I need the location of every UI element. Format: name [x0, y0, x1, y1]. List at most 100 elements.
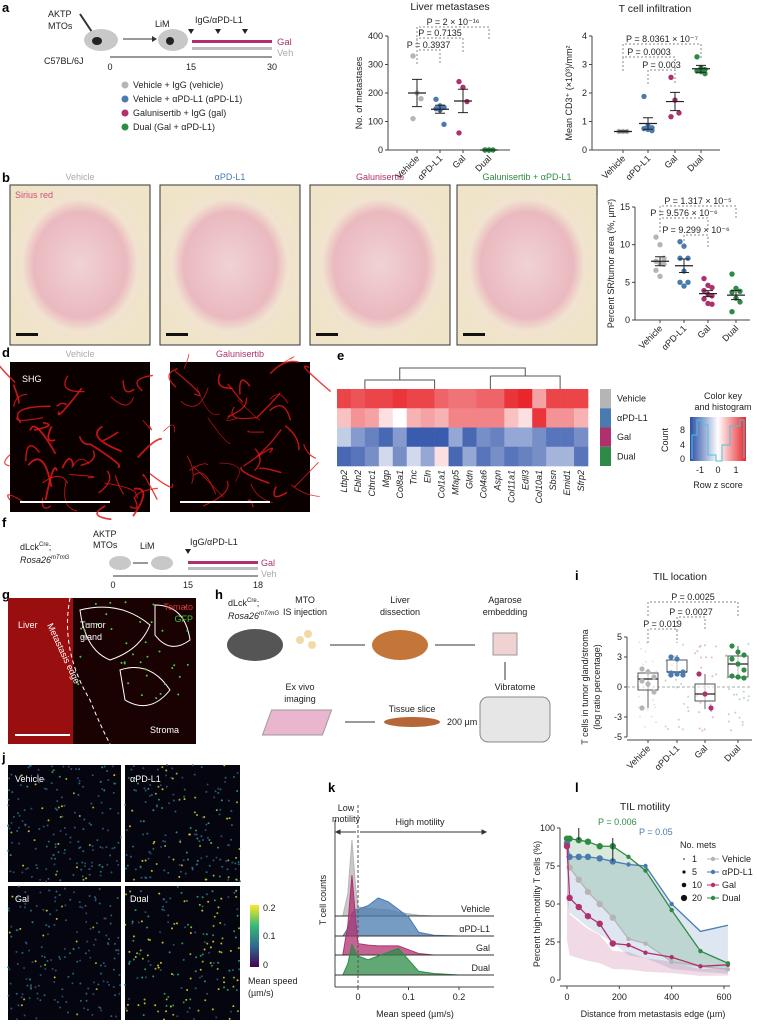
collagen-fiber	[56, 402, 68, 407]
t-cell-track	[157, 785, 160, 788]
t-cell-track	[53, 923, 56, 926]
collagen-fiber	[291, 484, 320, 497]
colorkey-x-label: Row z score	[693, 480, 743, 490]
t-cell-track	[109, 922, 112, 925]
tcell-title: T cell infiltration	[619, 3, 692, 15]
til_location-jitter-point	[730, 729, 733, 732]
til_location-jitter-point	[742, 690, 745, 693]
t-cell-track	[21, 819, 24, 822]
heatmap-cell	[518, 446, 533, 467]
t-cell-track	[172, 943, 175, 946]
t-cell-track	[125, 1009, 128, 1012]
t-cell-track	[139, 949, 142, 952]
liver-significance-bracket	[416, 49, 441, 64]
collagen-fiber	[303, 365, 332, 393]
t-cell-track	[130, 768, 133, 771]
t-cell-track	[238, 927, 241, 930]
motility-data-point	[643, 868, 648, 873]
t-cell-track	[163, 992, 166, 995]
t-cell-track	[203, 948, 206, 951]
t-cell-track	[175, 922, 178, 925]
t-cell-track	[163, 869, 166, 872]
collagen-fiber	[219, 462, 240, 482]
t-cell-dot	[158, 650, 161, 653]
t-cell-track	[131, 809, 134, 812]
collagen-fiber	[174, 370, 201, 396]
t-cell-track	[227, 859, 230, 862]
til_location-category-label: Gal	[692, 743, 709, 760]
t-cell-track	[219, 808, 222, 811]
til_location-category-label: Vehicle	[625, 743, 653, 771]
t-cell-track	[113, 957, 116, 960]
image-label-dual: Galunisertib + αPD-L1	[483, 172, 572, 182]
t-cell-track	[119, 836, 122, 839]
t-cell-track	[155, 804, 158, 807]
t-cell-track	[117, 949, 120, 952]
t-cell-track	[55, 873, 58, 876]
t-cell-track	[112, 968, 115, 971]
heatmap-cell	[560, 446, 575, 467]
t-cell-track	[54, 969, 57, 972]
step-injection-2: IS injection	[283, 607, 327, 617]
chart-tcell: T cell infiltration Mean CD3⁺ (×10³)/mm² 0…	[564, 3, 720, 182]
heatmap-cell	[490, 427, 505, 448]
t-cell-track	[212, 859, 215, 862]
t-cell-track	[34, 986, 37, 989]
t-cell-track	[60, 796, 63, 799]
sirius-red-image-gal	[309, 184, 451, 346]
image-label-gal: Galunisertib	[356, 172, 404, 182]
sr-data-point	[677, 255, 683, 261]
til_location-data-point	[680, 672, 686, 678]
t-cell-track	[188, 833, 191, 836]
t-cell-track	[25, 977, 28, 980]
t-cell-track	[75, 866, 78, 869]
til_location-category-label: αPD-L1	[653, 743, 682, 772]
til_location-jitter-point	[710, 710, 713, 713]
t-cell-dot	[144, 668, 147, 671]
image-label-apdl1: αPD-L1	[215, 172, 246, 182]
tcell-sem-errorbar	[670, 91, 680, 112]
collagen-fiber	[269, 394, 288, 404]
slice-thickness: 200 µm	[447, 717, 477, 727]
sr-significance-bracket	[683, 234, 709, 249]
collagen-fiber	[98, 470, 111, 494]
t-cell-track	[172, 1013, 175, 1016]
sr-sem-errorbar	[679, 258, 689, 274]
t-cell-track	[93, 896, 96, 899]
t-cell-track	[184, 926, 187, 929]
t-cell-track	[54, 846, 57, 849]
motility-legend-label: αPD-L1	[722, 867, 753, 877]
liver-category-label: Dual	[473, 153, 493, 173]
t-cell-track	[205, 823, 208, 826]
t-cell-track	[33, 839, 36, 842]
t-cell-track	[203, 980, 206, 983]
t-cell-track	[165, 998, 168, 1001]
motility-data-point	[609, 940, 616, 947]
panel-letter-k: k	[328, 780, 336, 795]
t-cell-track	[38, 781, 41, 784]
colorkey-y-tick: 0	[680, 454, 685, 464]
motility-data-point	[669, 959, 674, 964]
dendrogram	[364, 367, 561, 389]
t-cell-track	[117, 812, 120, 815]
chart-motility: TIL motility 0 25 50 75 100 0 200 400 600 Distance…	[532, 801, 753, 1019]
tcell-category-label: Vehicle	[600, 153, 628, 181]
group-label: αPD-L1	[617, 413, 648, 423]
til_location-jitter-point	[677, 726, 680, 729]
t-cell-track	[144, 911, 147, 914]
t-cell-track	[45, 909, 48, 912]
heatmap-cell	[392, 427, 408, 448]
t-cell-track	[231, 969, 234, 972]
chart-heatmap: Ltbp2 Fbln2 Cthrc1 Mgp Col8a1 Tnc Eln Col1a1 Mfa…	[337, 367, 752, 504]
sr-data-point	[705, 300, 711, 307]
colorkey-x-tick: 1	[733, 465, 738, 475]
t-cell-track	[31, 921, 34, 924]
t-cell-track	[29, 764, 32, 767]
t-cell-track	[182, 1001, 185, 1004]
liver-y-tick-label: 300	[368, 60, 383, 70]
til_location-data-point	[668, 672, 674, 678]
til_location-jitter-point	[664, 679, 667, 682]
t-cell-track	[176, 885, 179, 888]
t-cell-track	[125, 829, 128, 832]
t-cell-track	[50, 857, 53, 860]
